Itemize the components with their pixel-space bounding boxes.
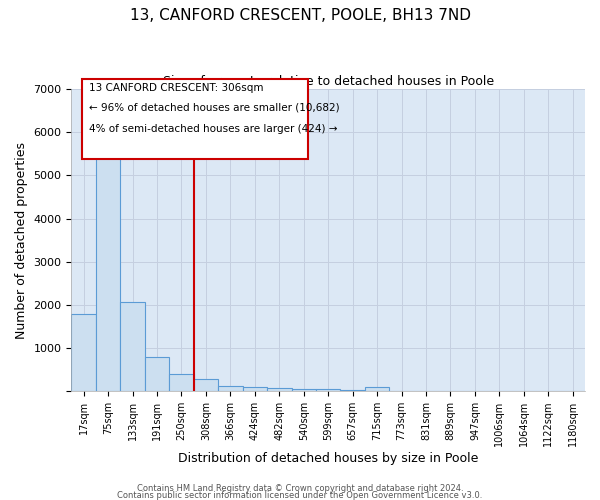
Bar (169, 374, 194, 391)
Text: Contains public sector information licensed under the Open Government Licence v3: Contains public sector information licen… (118, 492, 482, 500)
X-axis label: Distribution of detached houses by size in Poole: Distribution of detached houses by size … (178, 452, 478, 465)
Bar (145, 356, 169, 391)
Bar (121, 302, 145, 391)
Text: 4% of semi-detached houses are larger (424) →: 4% of semi-detached houses are larger (4… (89, 124, 338, 134)
Bar (194, 379, 218, 391)
Bar (292, 389, 316, 391)
Text: ← 96% of detached houses are smaller (10,682): ← 96% of detached houses are smaller (10… (89, 103, 340, 113)
Bar (242, 387, 267, 391)
Text: 13 CANFORD CRESCENT: 306sqm: 13 CANFORD CRESCENT: 306sqm (89, 83, 264, 93)
Text: Contains HM Land Registry data © Crown copyright and database right 2024.: Contains HM Land Registry data © Crown c… (137, 484, 463, 493)
Bar (267, 388, 292, 391)
Bar (71, 314, 96, 391)
Bar (316, 390, 340, 391)
Y-axis label: Number of detached properties: Number of detached properties (15, 142, 28, 338)
Text: 13, CANFORD CRESCENT, POOLE, BH13 7ND: 13, CANFORD CRESCENT, POOLE, BH13 7ND (130, 8, 470, 22)
Bar (96, 141, 121, 391)
FancyBboxPatch shape (82, 78, 308, 158)
Title: Size of property relative to detached houses in Poole: Size of property relative to detached ho… (163, 75, 494, 88)
Bar (365, 388, 389, 391)
Bar (340, 390, 365, 391)
Bar (218, 386, 242, 391)
